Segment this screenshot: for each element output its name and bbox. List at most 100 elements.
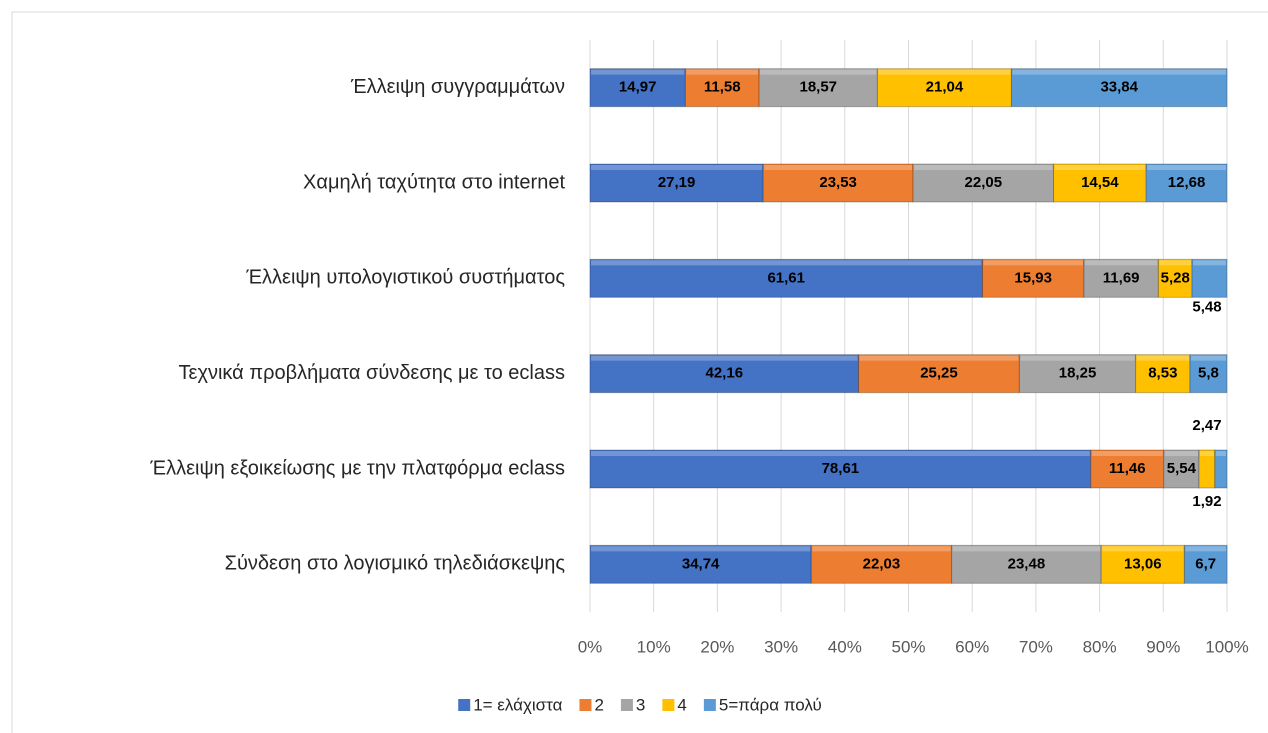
x-tick-label: 100% [1205, 637, 1248, 656]
category-label: Έλλειψη εξοικείωσης με την πλατφόρμα ecl… [149, 457, 565, 479]
x-tick-label: 70% [1019, 637, 1053, 656]
bar-segment [589, 354, 860, 394]
bar-segment [1189, 354, 1228, 394]
bar-highlight [812, 546, 951, 552]
legend-label: 5=πάρα πολύ [719, 695, 822, 714]
data-label: 2,47 [1192, 417, 1221, 434]
bar-segment [684, 68, 760, 108]
legend-label: 4 [677, 695, 686, 714]
bar-highlight [1159, 260, 1192, 266]
bar-segment [876, 68, 1012, 108]
data-label: 78,61 [822, 460, 860, 477]
bar-highlight [1136, 355, 1189, 361]
bar-highlight [914, 165, 1053, 170]
bar-highlight [760, 69, 877, 75]
bar-highlight [952, 546, 1101, 552]
bar-segment [589, 258, 983, 298]
x-tick-label: 40% [828, 637, 862, 656]
legend: 1= ελάχιστα 2 3 4 5=πάρα πολύ [458, 695, 822, 714]
bar-highlight [1200, 451, 1214, 456]
x-tick-label: 50% [891, 637, 925, 656]
data-label: 5,8 [1198, 365, 1219, 382]
bar-highlight [1102, 546, 1184, 552]
bar-segment [912, 163, 1055, 203]
category-label: Έλλειψη υπολογιστικού συστήματος [245, 267, 565, 289]
bar-segment [589, 544, 812, 584]
bar-highlight [1190, 355, 1226, 361]
x-tick-label: 30% [764, 637, 798, 656]
bar-segment [1135, 354, 1191, 394]
bar-segment [981, 258, 1085, 298]
data-label: 5,54 [1167, 460, 1197, 477]
category-label: Έλλειψη συγγραμμάτων [350, 76, 565, 98]
bar-highlight [1084, 260, 1158, 266]
bar-segment [1198, 449, 1216, 489]
data-label: 21,04 [926, 79, 964, 96]
bar-segment [589, 68, 686, 108]
bar-segment [1163, 449, 1200, 489]
bar-highlight [1091, 451, 1163, 456]
data-label: 23,48 [1008, 555, 1046, 572]
category-label: Σύνδεση στο λογισμικό τηλεδιάσκεψης [225, 553, 566, 575]
data-label: 33,84 [1100, 79, 1138, 96]
legend-label: 3 [636, 695, 645, 714]
legend-swatch [579, 699, 592, 711]
bar-highlight [1215, 451, 1226, 456]
data-label: 15,93 [1014, 269, 1052, 286]
data-label: 27,19 [658, 174, 696, 191]
legend-swatch [458, 699, 471, 711]
x-tick-label: 10% [637, 637, 671, 656]
bar-segment [1145, 163, 1228, 203]
bar-segment [1183, 544, 1228, 584]
data-label: 42,16 [706, 365, 744, 382]
data-label: 8,53 [1148, 365, 1177, 382]
data-label: 11,46 [1109, 460, 1146, 477]
category-label: Χαμηλή ταχύτητα στο internet [303, 171, 565, 193]
bar-highlight [1020, 355, 1135, 361]
data-label: 23,53 [819, 174, 857, 191]
bar-highlight [591, 69, 685, 75]
bar-highlight [859, 355, 1019, 361]
legend-swatch [703, 699, 716, 711]
bar-highlight [764, 165, 913, 170]
bar-segment [589, 163, 764, 203]
data-label: 11,58 [704, 79, 741, 96]
bar-highlight [1193, 260, 1226, 266]
bar-segment [589, 449, 1092, 489]
bar-segment [1214, 449, 1228, 489]
data-label: 14,97 [619, 79, 657, 96]
chart-border [11, 11, 1268, 733]
data-label: 18,25 [1059, 365, 1097, 382]
bar-highlight [1054, 165, 1146, 170]
data-label: 22,03 [863, 555, 901, 572]
bar-highlight [591, 355, 858, 361]
legend-label: 2 [594, 695, 603, 714]
bar-highlight [1164, 451, 1199, 456]
bar-highlight [591, 451, 1090, 456]
bar-highlight [983, 260, 1083, 266]
bar-segment [1053, 163, 1147, 203]
bar-highlight [1012, 69, 1226, 75]
bar-highlight [1147, 165, 1226, 170]
bar-highlight [591, 260, 982, 266]
bar-highlight [878, 69, 1011, 75]
x-tick-label: 90% [1146, 637, 1180, 656]
bar-segment [1090, 449, 1165, 489]
data-label: 5,28 [1161, 269, 1190, 286]
bar-segment [762, 163, 914, 203]
data-label: 12,68 [1168, 174, 1206, 191]
x-tick-label: 0% [578, 637, 603, 656]
legend-swatch [620, 699, 633, 711]
bar-segment [951, 544, 1102, 584]
data-label: 14,54 [1081, 174, 1119, 191]
data-label: 34,74 [682, 555, 720, 572]
bar-segment [1010, 68, 1228, 108]
x-tick-label: 80% [1083, 637, 1117, 656]
x-tick-label: 60% [955, 637, 989, 656]
bar-segment [1157, 258, 1193, 298]
bar-segment [758, 68, 878, 108]
data-label: 18,57 [799, 79, 837, 96]
bar-segment [858, 354, 1020, 394]
data-label: 11,69 [1103, 269, 1140, 286]
